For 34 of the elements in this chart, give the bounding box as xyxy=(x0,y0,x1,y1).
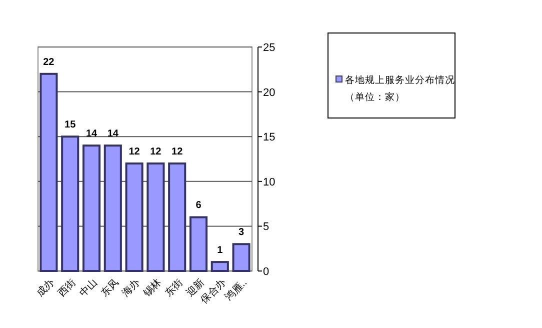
bar xyxy=(61,136,80,272)
data-label: 14 xyxy=(107,128,119,140)
data-label: 6 xyxy=(196,200,202,212)
x-tick-label: 海办 xyxy=(120,276,142,300)
data-label: 3 xyxy=(238,227,245,238)
x-tick-label: 西街 xyxy=(56,276,78,300)
bar xyxy=(146,162,165,272)
data-label: 1 xyxy=(217,245,224,256)
data-label: 12 xyxy=(150,146,162,158)
y-tick-label: 0 xyxy=(263,266,270,278)
bar xyxy=(232,243,250,272)
data-label: 22 xyxy=(43,56,55,68)
bar xyxy=(168,162,186,272)
bar xyxy=(40,72,58,272)
x-tick-label: 东街 xyxy=(162,276,186,300)
y-tick-label: 20 xyxy=(263,86,276,99)
x-tick-label: 东风 xyxy=(98,276,122,300)
bar xyxy=(82,144,101,272)
x-tick-label: 中山 xyxy=(76,276,100,300)
y-tick-label: 10 xyxy=(263,176,276,188)
bar xyxy=(125,162,144,272)
bar xyxy=(104,144,122,272)
legend-label: 各地规上服务业分布情况（单位：家） xyxy=(345,74,455,103)
x-tick-label: 成办 xyxy=(34,276,57,300)
data-label: 12 xyxy=(172,146,184,158)
y-tick-label: 25 xyxy=(263,42,276,54)
data-label: 14 xyxy=(86,128,98,140)
data-label: 12 xyxy=(128,146,140,158)
y-tick-label: 5 xyxy=(263,221,270,234)
data-label: 15 xyxy=(64,120,76,131)
bar xyxy=(210,261,229,272)
x-tick-label: 锡林 xyxy=(140,276,164,300)
bar xyxy=(189,216,208,272)
y-tick-label: 15 xyxy=(263,132,276,144)
